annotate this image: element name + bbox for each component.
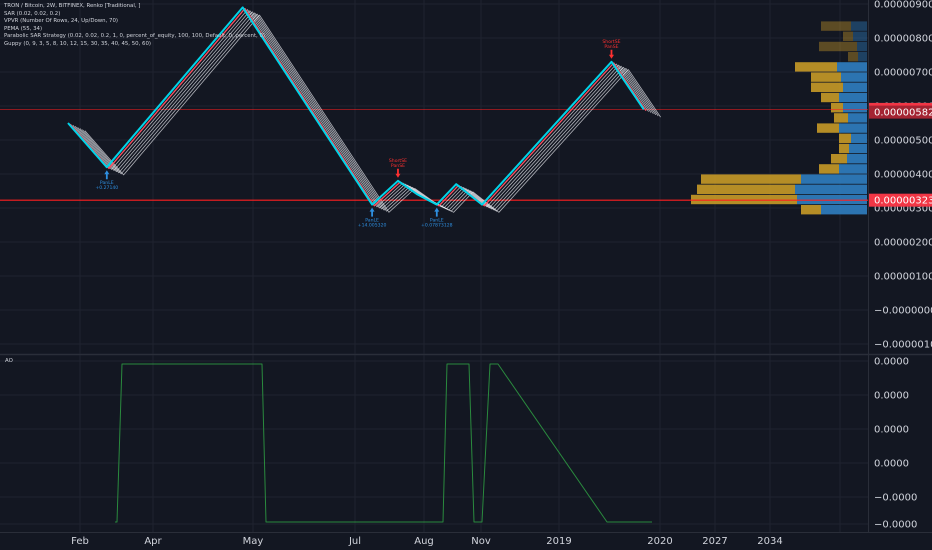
ao-tick-label: −0.0000	[874, 493, 917, 504]
time-tick-label: 2027	[702, 536, 727, 547]
signal-label: PanLE	[100, 180, 114, 186]
vp-bar-up	[851, 21, 867, 31]
vp-bar-down	[817, 123, 839, 133]
price-badge-label: 0.00000582	[874, 108, 932, 119]
signal-label: ShortSE	[602, 39, 620, 45]
signal-label: PanLE	[365, 218, 379, 224]
vp-bar-down	[819, 164, 839, 174]
signal-arrow-up	[104, 170, 110, 180]
vp-bar-down	[811, 72, 841, 82]
strategy-signals: PanLE+0.27140PanLE+14.005320ShortSEPanSE…	[95, 39, 620, 229]
vp-bar-up	[848, 113, 867, 123]
ao-tick-label: 0.0000	[874, 459, 909, 470]
vp-bar-down	[831, 154, 847, 164]
time-tick-label: Apr	[144, 536, 162, 547]
grid-lines	[0, 0, 868, 532]
vp-bar-up	[839, 164, 867, 174]
time-tick-label: Nov	[471, 536, 491, 547]
price-tick-label: −0.00000100	[874, 340, 932, 351]
price-tick-label: 0.00000300	[874, 204, 932, 215]
vp-bar-down	[819, 41, 857, 52]
time-tick-label: 2020	[647, 536, 672, 547]
time-tick-label: Aug	[414, 536, 434, 547]
price-badge-label: 0.00000323	[874, 196, 932, 207]
vp-bar-up	[857, 41, 867, 52]
ao-tick-label: −0.0000	[874, 520, 917, 531]
vp-bar-up	[843, 103, 867, 113]
vp-bar-down	[843, 31, 853, 41]
ao-axis: 0.0000 0.0000 0.0000 0.0000 −0.0000 −0.0000	[874, 357, 917, 531]
vp-bar-down	[831, 103, 843, 113]
vp-bar-up	[853, 31, 867, 41]
vp-bar-up	[839, 92, 867, 103]
signal-label: PanLE	[430, 218, 444, 224]
time-tick-label: Feb	[71, 536, 89, 547]
vp-bar-up	[843, 82, 867, 92]
signal-label: ShortSE	[389, 158, 407, 164]
signal-sub-label: PanSE	[604, 44, 618, 50]
ao-line	[115, 363, 652, 523]
vp-bar-down	[839, 133, 851, 143]
vp-bar-down	[801, 205, 821, 215]
ao-tick-label: 0.0000	[874, 425, 909, 436]
signal-arrow-up	[369, 207, 375, 217]
signal-arrow-down	[395, 168, 401, 178]
price-badge	[869, 193, 932, 207]
time-tick-label: 2034	[757, 536, 782, 547]
vp-bar-up	[847, 154, 867, 164]
vp-bar-down	[821, 21, 851, 31]
price-tick-label: 0.00000700	[874, 68, 932, 79]
vp-bar-up	[801, 174, 867, 184]
vp-bar-up	[797, 194, 867, 205]
time-tick-label: Jul	[348, 536, 361, 547]
volume-profile	[691, 21, 867, 215]
price-tick-label: 0.00000900	[874, 0, 932, 11]
signal-sub-label: +0.27140	[95, 185, 118, 191]
price-line	[67, 6, 645, 206]
time-tick-label: 2019	[546, 536, 571, 547]
vp-bar-down	[839, 143, 849, 154]
vp-bar-down	[701, 174, 801, 184]
price-tick-label: −0.00000000	[874, 306, 932, 317]
vp-bar-down	[821, 92, 839, 103]
signal-arrow-down	[608, 49, 614, 59]
price-tick-label: 0.00000400	[874, 170, 932, 181]
price-tick-label: 0.00000800	[874, 34, 932, 45]
ao-pane-label[interactable]: AO	[5, 358, 13, 364]
vp-bar-up	[795, 184, 867, 194]
signal-sub-label: +0.07873128	[421, 223, 453, 229]
vp-bar-up	[858, 52, 867, 62]
ao-tick-label: 0.0000	[874, 357, 909, 368]
vp-bar-down	[834, 113, 848, 123]
vp-bar-down	[691, 194, 797, 205]
vp-bar-down	[811, 82, 843, 92]
vp-bar-down	[697, 184, 795, 194]
vp-bar-up	[851, 133, 867, 143]
price-badge	[869, 105, 932, 119]
price-tick-label: 0.00000500	[874, 136, 932, 147]
time-axis: Feb Apr May Jul Aug Nov 2019 2020 2027 2034	[71, 536, 783, 547]
price-tick-label: 0.00000200	[874, 238, 932, 249]
time-tick-label: May	[243, 536, 264, 547]
vp-bar-up	[821, 205, 867, 215]
vp-bar-down	[795, 62, 837, 72]
signal-sub-label: +14.005320	[358, 223, 387, 229]
vp-bar-up	[839, 123, 867, 133]
vp-bar-up	[849, 143, 867, 154]
price-tick-label: 0.00000100	[874, 272, 932, 283]
signal-arrow-up	[434, 207, 440, 217]
signal-sub-label: PanSE	[391, 163, 405, 169]
ao-tick-label: 0.0000	[874, 391, 909, 402]
vp-bar-down	[848, 52, 858, 62]
vp-bar-up	[837, 62, 867, 72]
vp-bar-up	[841, 72, 867, 82]
